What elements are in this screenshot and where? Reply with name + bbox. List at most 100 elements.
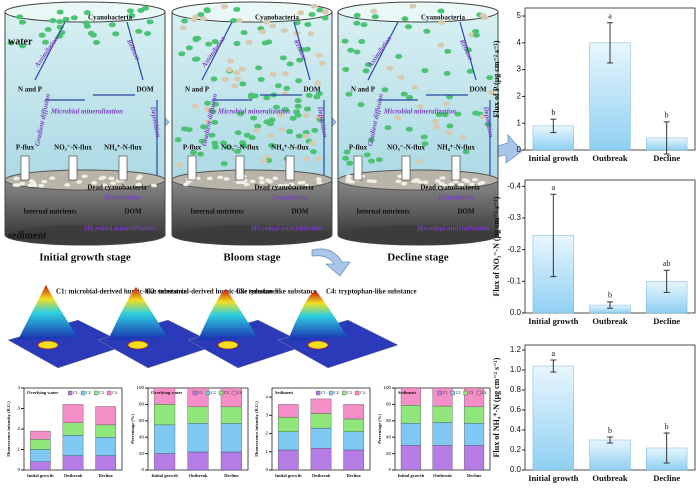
- cell: [423, 28, 431, 34]
- legend-label: C4: [360, 390, 365, 395]
- dead-cell: [422, 180, 429, 184]
- legend-label: C4: [237, 390, 242, 395]
- diagram-label: NO₃⁻-N-flux: [54, 144, 92, 152]
- y-tick-label: 1: [517, 118, 522, 127]
- flux-arrow: [401, 155, 411, 181]
- cell: [318, 114, 326, 120]
- cell: [225, 67, 233, 73]
- x-tick-label: Decline: [653, 473, 680, 483]
- bar-segment: [95, 455, 116, 471]
- cell: [297, 10, 305, 16]
- flux-arrow: [187, 155, 197, 181]
- cell: [357, 102, 365, 108]
- cell: [308, 11, 316, 17]
- cell: [311, 127, 319, 133]
- legend-label: C1: [321, 390, 326, 395]
- cell: [267, 133, 275, 139]
- significance-letter: b: [665, 422, 669, 431]
- bar-segment: [432, 445, 453, 471]
- diagram-label: Microbial mineralization: [250, 225, 323, 233]
- y-tick-label: -0.1: [507, 276, 521, 285]
- bar-segment: [310, 398, 332, 414]
- y-axis-label: Percentage (%): [130, 414, 135, 444]
- dead-cell: [411, 179, 418, 184]
- bar-segment: [62, 404, 84, 423]
- dead-cell: [150, 183, 157, 188]
- diagram-label: Cyanobacteria: [421, 14, 465, 22]
- eem-plot: C4: tryptophan-like substance: [277, 288, 417, 369]
- cell: [464, 47, 472, 53]
- cell: [286, 61, 294, 67]
- cell: [144, 31, 152, 37]
- cell: [204, 119, 212, 125]
- flux-arrow: [20, 155, 30, 181]
- cell: [358, 38, 366, 44]
- diagram-label: P-flux: [349, 144, 368, 152]
- cell: [235, 18, 243, 24]
- diagram-label: DOM: [469, 86, 487, 94]
- cell: [400, 91, 408, 97]
- component-label: C4: tryptophan-like substance: [326, 288, 417, 296]
- dead-cell: [370, 179, 377, 184]
- dead-cell: [206, 176, 213, 181]
- cell: [445, 130, 453, 136]
- y-tick-label: 100: [136, 385, 144, 390]
- diagram-label: NH₄⁺-N-flux: [271, 144, 309, 152]
- cell: [178, 51, 186, 57]
- legend-swatch: [192, 390, 198, 396]
- bar-segment: [187, 451, 209, 471]
- significance-letter: a: [552, 349, 556, 358]
- cell: [454, 111, 462, 117]
- cell: [375, 157, 383, 163]
- cell: [176, 162, 184, 168]
- bar-segment: [400, 405, 421, 424]
- y-tick-label: 4: [265, 394, 268, 399]
- flux-arrow: [68, 155, 78, 181]
- eem-peak: [198, 289, 258, 340]
- arrow: [311, 248, 351, 277]
- flux-arrow: [353, 155, 363, 181]
- cell: [16, 14, 24, 20]
- cell: [189, 149, 197, 155]
- y-axis-label: Flux of P (μg cm⁻² s⁻¹): [492, 40, 501, 117]
- cell: [367, 137, 375, 143]
- bar-segment: [30, 449, 51, 462]
- dead-cell: [299, 180, 306, 185]
- y-tick-label: 0: [388, 467, 391, 472]
- eem-peak: [108, 287, 168, 340]
- cell: [316, 7, 324, 13]
- bar-segment: [154, 404, 176, 426]
- x-tick-label: Outbreak: [64, 473, 83, 478]
- cell: [303, 106, 311, 112]
- dead-cell: [101, 183, 108, 188]
- legend-label: C4: [112, 390, 117, 395]
- cell: [368, 158, 376, 164]
- dead-cell: [49, 176, 56, 181]
- y-tick-label: 3: [265, 413, 268, 418]
- diagram-label: Cyanobacteria: [255, 14, 299, 22]
- cell: [282, 106, 290, 112]
- legend-label: C2: [86, 390, 91, 395]
- diagram-label: N and P: [351, 86, 376, 94]
- legend-swatch: [218, 390, 224, 396]
- cell: [146, 19, 154, 25]
- x-tick-label: Initial growth: [275, 473, 302, 478]
- eem-plot: C3: tyrosine-like substance: [187, 288, 317, 369]
- bar-segment: [432, 405, 453, 423]
- cell: [438, 19, 446, 25]
- cell: [83, 23, 91, 29]
- cell: [199, 15, 207, 21]
- water-body: [4, 11, 166, 191]
- y-tick-label: 2: [265, 431, 268, 436]
- y-tick-label: 1: [265, 449, 268, 454]
- cell: [255, 65, 263, 71]
- diagram-label: Internal nutrients: [356, 208, 410, 216]
- cell: [303, 156, 311, 162]
- diagram-label: NO₃⁻-N-flux: [221, 144, 259, 152]
- cell: [191, 103, 199, 109]
- cell: [257, 77, 265, 83]
- significance-letter: b: [608, 291, 612, 300]
- significance-letter: b: [665, 111, 669, 120]
- cell: [353, 20, 361, 26]
